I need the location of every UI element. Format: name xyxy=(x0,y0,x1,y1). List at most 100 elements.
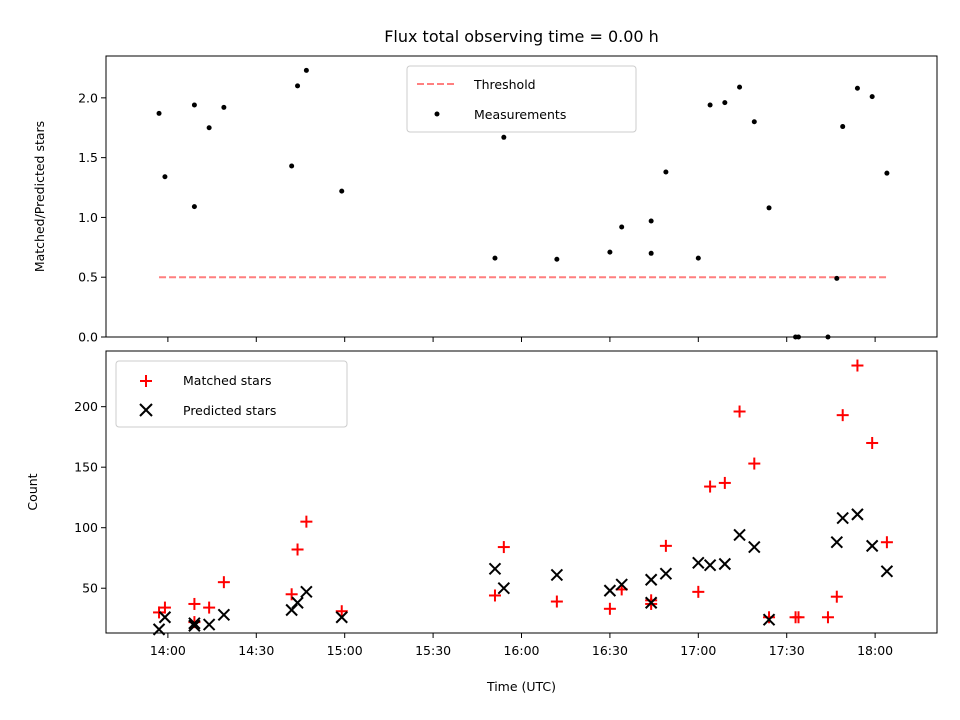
matched-star-marker xyxy=(188,597,201,610)
bottom-x-tick-label: 18:00 xyxy=(857,643,893,658)
top-y-tick-label: 0.0 xyxy=(78,330,98,345)
bottom-y-ticks: 50 100 150 200 xyxy=(74,399,106,596)
predicted-star-marker xyxy=(748,540,761,554)
measurement-point xyxy=(554,256,560,262)
predicted-star-marker xyxy=(851,508,864,521)
bottom-y-tick-label: 100 xyxy=(74,520,98,535)
bottom-legend-box xyxy=(115,360,348,428)
predicted-star-marker xyxy=(762,613,776,626)
measurement-point xyxy=(162,174,168,180)
matched-star-marker xyxy=(851,359,864,372)
bottom-x-tick-label: 17:00 xyxy=(680,643,716,658)
legend-predicted-label: Predicted stars xyxy=(183,403,276,418)
measurement-point xyxy=(707,102,713,108)
predicted-star-marker xyxy=(718,557,732,571)
measurement-point xyxy=(339,188,345,194)
measurement-point xyxy=(663,169,669,175)
matched-star-marker xyxy=(217,576,230,589)
measurement-point xyxy=(854,85,860,91)
measurement-point xyxy=(869,94,875,100)
legend-matched-label: Matched stars xyxy=(183,373,271,388)
predicted-star-marker xyxy=(188,619,201,632)
legend-measurements-label: Measurements xyxy=(474,107,566,122)
predicted-star-marker xyxy=(733,528,746,542)
top-legend-box xyxy=(406,65,637,133)
top-x-ticks xyxy=(167,337,876,342)
matched-star-marker xyxy=(836,409,849,422)
chart-title: Flux total observing time = 0.00 h xyxy=(384,27,659,46)
matched-star-marker xyxy=(792,611,805,624)
top-panel: Flux total observing time = 0.00 h 0.0 0.… xyxy=(32,27,938,345)
measurement-point xyxy=(289,163,295,169)
predicted-star-marker xyxy=(603,584,617,597)
measurement-point xyxy=(751,119,757,125)
bottom-x-tick-label: 15:00 xyxy=(327,643,363,658)
measurement-point xyxy=(303,67,309,73)
measurement-point xyxy=(492,255,498,261)
bottom-y-axis-label: Count xyxy=(25,473,40,510)
predicted-star-marker xyxy=(158,611,172,624)
measurement-point xyxy=(156,110,162,116)
predicted-star-marker xyxy=(202,618,216,631)
predicted-star-marker xyxy=(188,617,201,630)
bottom-x-tick-label: 14:30 xyxy=(238,643,274,658)
matched-star-marker xyxy=(659,539,672,552)
predicted-star-marker xyxy=(300,585,313,599)
matched-star-marker xyxy=(335,605,348,618)
matched-star-marker xyxy=(880,536,893,549)
measurement-point xyxy=(648,250,654,256)
measurement-point xyxy=(295,83,301,89)
predicted-star-marker xyxy=(497,582,511,595)
bottom-legend: Matched stars Predicted stars xyxy=(115,360,348,428)
top-y-tick-label: 0.5 xyxy=(78,270,98,285)
matched-star-marker xyxy=(830,590,843,603)
bottom-x-tick-label: 16:30 xyxy=(592,643,628,658)
predicted-star-marker xyxy=(836,511,849,525)
top-axes-frame xyxy=(105,55,938,338)
predicted-star-marker xyxy=(644,573,658,586)
x-axis-label: Time (UTC) xyxy=(486,679,556,694)
bottom-y-tick-label: 50 xyxy=(82,581,98,596)
top-y-tick-label: 1.0 xyxy=(78,210,98,225)
predicted-star-marker xyxy=(550,568,564,582)
matched-star-marker xyxy=(603,602,616,615)
predicted-star-marker xyxy=(692,556,705,570)
measurement-point xyxy=(619,224,625,230)
bottom-x-tick-label: 17:30 xyxy=(769,643,805,658)
measurement-points-layer xyxy=(156,67,890,340)
top-y-axis-label: Matched/Predicted stars xyxy=(32,121,47,272)
matched-star-marker xyxy=(748,457,761,470)
bottom-x-tick-label: 14:00 xyxy=(150,643,186,658)
measurement-point xyxy=(695,255,701,261)
legend-predicted-swatch xyxy=(139,403,153,417)
measurement-point xyxy=(722,100,728,106)
measurement-point xyxy=(737,84,743,90)
top-y-tick-label: 2.0 xyxy=(78,90,98,105)
matched-star-marker xyxy=(203,601,216,614)
measurement-point xyxy=(221,104,227,110)
matched-star-marker xyxy=(763,611,776,624)
top-y-ticks: 0.0 0.5 1.0 1.5 2.0 xyxy=(78,90,106,345)
matched-star-marker xyxy=(704,480,717,493)
measurement-point xyxy=(840,124,846,130)
matched-star-marker xyxy=(291,543,304,556)
measurement-point xyxy=(648,218,654,224)
predicted-star-marker xyxy=(703,559,717,572)
matched-star-marker xyxy=(550,595,563,608)
predicted-star-marker xyxy=(659,567,673,580)
measurement-point xyxy=(884,170,890,176)
measurement-point xyxy=(834,275,840,281)
predicted-star-marker xyxy=(335,611,348,624)
matched-star-marker xyxy=(158,601,171,614)
bottom-panel: 50 100 150 200 14:00 14:30 15:00 15:30 16:00 16:… xyxy=(25,350,938,694)
measurement-point xyxy=(191,102,197,108)
measurement-point xyxy=(206,125,212,131)
matched-star-marker xyxy=(866,436,879,449)
matched-star-marker xyxy=(692,585,705,598)
bottom-x-tick-label: 15:30 xyxy=(415,643,451,658)
predicted-star-marker xyxy=(217,608,231,622)
predicted-star-marker xyxy=(615,578,628,591)
bottom-x-ticks: 14:00 14:30 15:00 15:30 16:00 16:30 17:00 17:30… xyxy=(150,633,893,658)
measurement-point xyxy=(191,204,197,210)
